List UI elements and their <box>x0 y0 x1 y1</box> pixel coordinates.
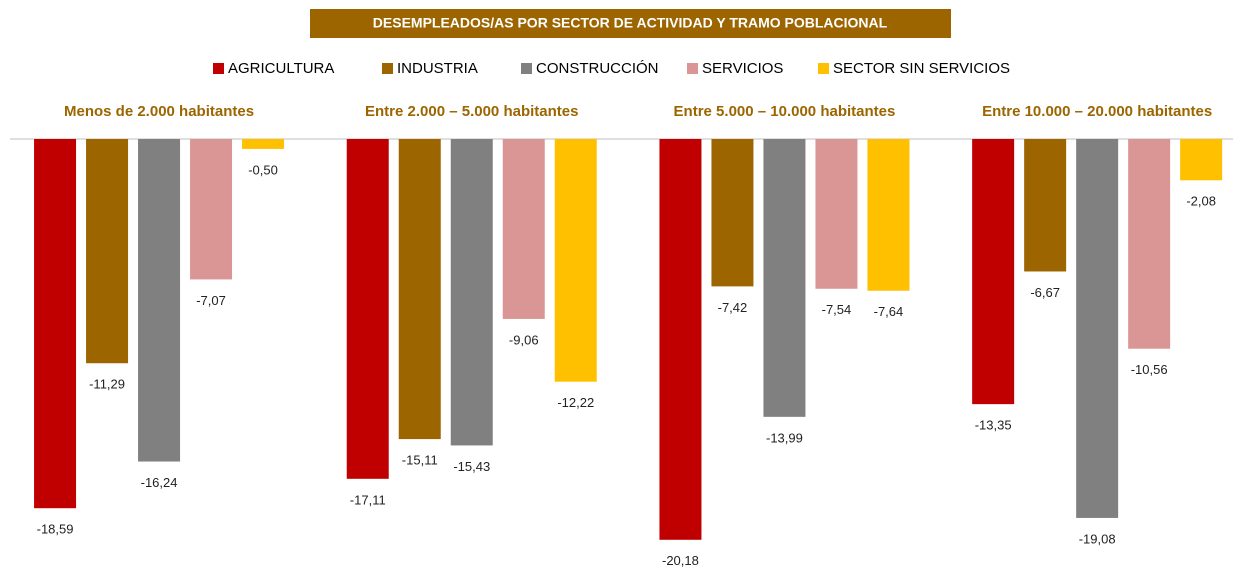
value-label: -18,59 <box>37 522 74 537</box>
bar <box>398 139 441 440</box>
value-label: -6,67 <box>1030 285 1060 300</box>
bar <box>138 139 181 462</box>
value-label: -15,11 <box>402 453 438 468</box>
value-label: -9,06 <box>509 332 539 347</box>
bar <box>242 139 285 149</box>
value-label: -17,11 <box>350 492 386 507</box>
value-label: -13,99 <box>766 430 803 445</box>
value-label: -10,56 <box>1131 362 1168 377</box>
bar <box>1180 139 1223 181</box>
value-label: -0,50 <box>248 162 278 177</box>
group-label: Menos de 2.000 habitantes <box>64 103 254 120</box>
value-label: -12,22 <box>557 395 594 410</box>
bar <box>1076 139 1119 518</box>
legend-label: INDUSTRIA <box>397 60 478 77</box>
value-label: -7,42 <box>718 300 748 315</box>
bar <box>86 139 129 364</box>
value-label: -7,64 <box>874 304 904 319</box>
value-label: -15,43 <box>453 459 490 474</box>
bar <box>1024 139 1067 272</box>
bar <box>972 139 1015 405</box>
bar <box>190 139 233 280</box>
value-label: -16,24 <box>141 475 178 490</box>
title-box <box>310 9 951 38</box>
bar <box>346 139 389 479</box>
bar <box>815 139 858 289</box>
bar <box>763 139 806 417</box>
value-label: -19,08 <box>1079 531 1116 546</box>
group-label: Entre 2.000 – 5.000 habitantes <box>365 103 578 120</box>
bar <box>502 139 545 319</box>
legend-swatch <box>687 63 698 74</box>
legend-swatch <box>213 63 224 74</box>
bar <box>711 139 754 287</box>
bar <box>450 139 493 446</box>
legend-swatch <box>382 63 393 74</box>
bar <box>554 139 597 382</box>
value-label: -7,07 <box>196 293 226 308</box>
value-label: -2,08 <box>1186 194 1216 209</box>
group-label: Entre 10.000 – 20.000 habitantes <box>982 103 1212 120</box>
legend-swatch <box>521 63 532 74</box>
legend-label: SERVICIOS <box>702 60 783 77</box>
value-label: -7,54 <box>822 302 852 317</box>
legend-swatch <box>818 63 829 74</box>
value-label: -20,18 <box>662 553 699 568</box>
legend-label: AGRICULTURA <box>228 60 334 77</box>
bar <box>867 139 910 291</box>
bar <box>34 139 77 509</box>
bar <box>1128 139 1171 349</box>
group-label: Entre 5.000 – 10.000 habitantes <box>674 103 896 120</box>
value-label: -11,29 <box>89 377 125 392</box>
legend-label: CONSTRUCCIÓN <box>536 60 659 77</box>
bar <box>659 139 702 540</box>
chart-title: DESEMPLEADOS/AS POR SECTOR DE ACTIVIDAD … <box>373 15 888 31</box>
legend-label: SECTOR SIN SERVICIOS <box>833 60 1010 77</box>
value-label: -13,35 <box>975 418 1012 433</box>
